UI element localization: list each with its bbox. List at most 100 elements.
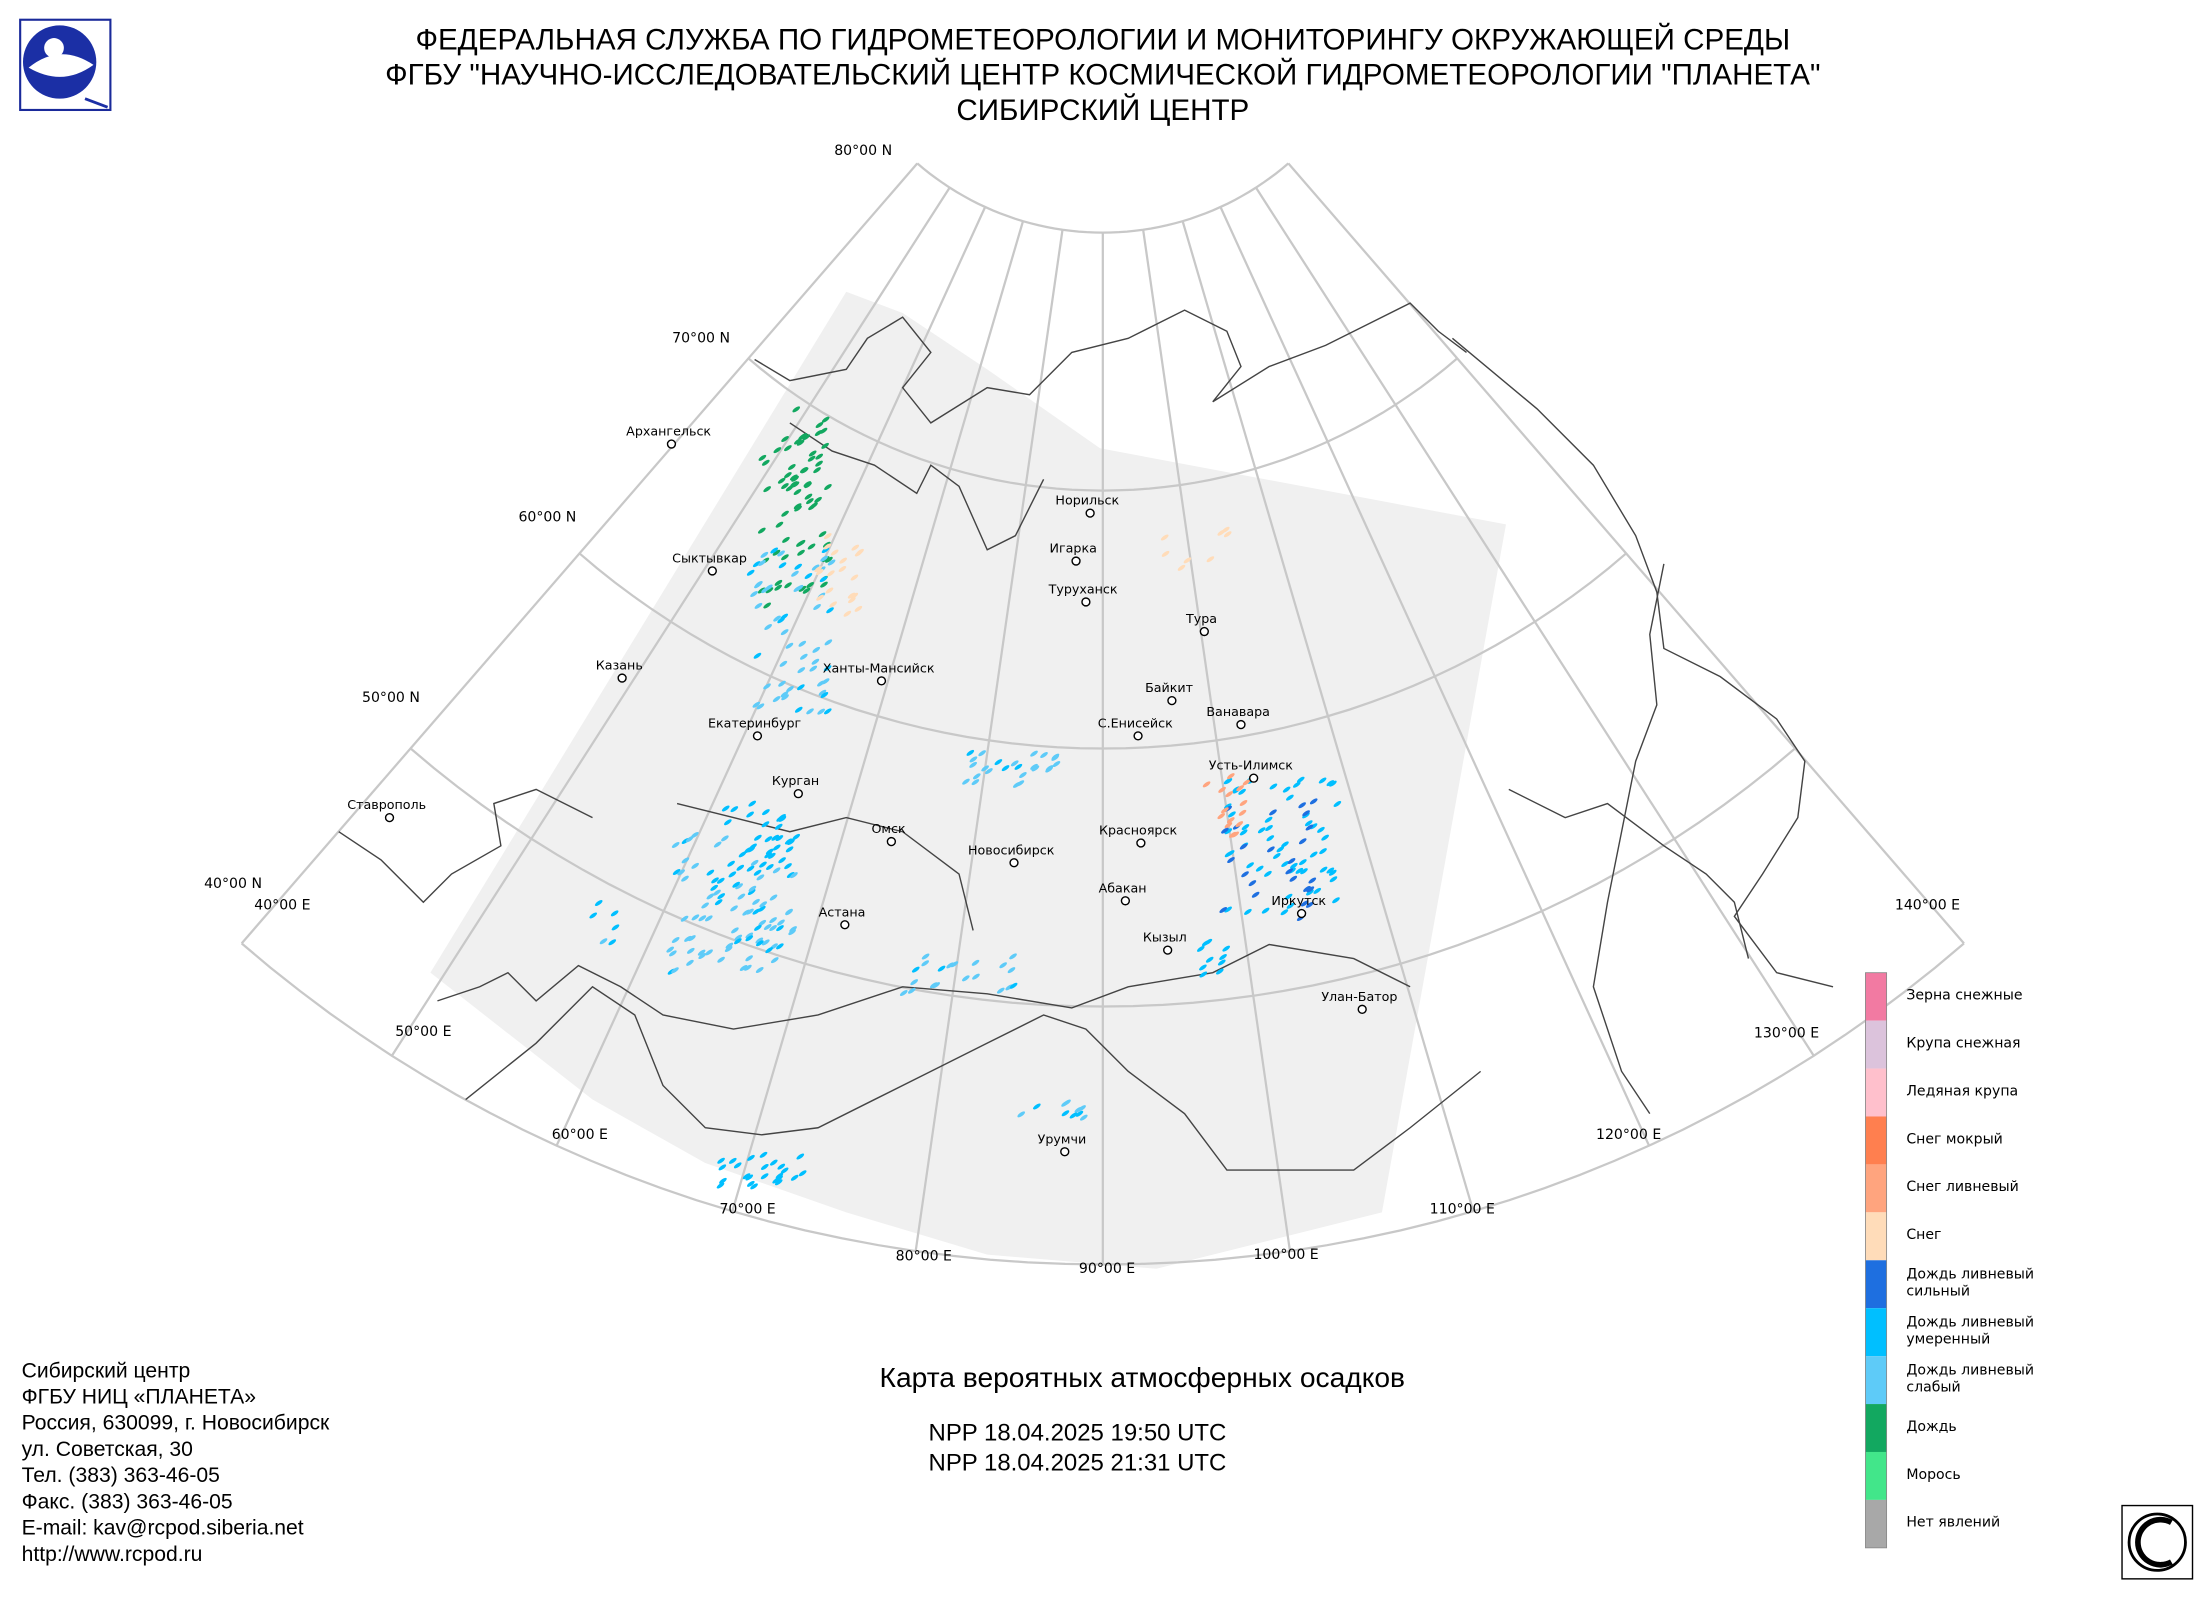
precip-cell	[774, 584, 783, 591]
precip-cell	[781, 554, 789, 561]
precip-cell	[789, 926, 797, 933]
precip-cell	[753, 652, 762, 659]
precip-cell	[784, 838, 793, 845]
satellite-pass: NPP 18.04.2025 19:50 UTC	[929, 1420, 1227, 1447]
precip-cell	[1282, 786, 1291, 793]
precip-cell	[772, 549, 781, 556]
precip-cell	[793, 503, 802, 510]
city-label: Красноярск	[1099, 823, 1177, 838]
precip-cell	[1228, 811, 1236, 818]
legend-swatch	[1865, 1356, 1887, 1405]
precip-cell	[787, 839, 795, 846]
precip-cell	[785, 846, 794, 853]
precip-cell	[798, 640, 807, 647]
city-marker	[1133, 731, 1143, 741]
precip-cell	[734, 938, 742, 945]
precip-cell	[937, 965, 946, 972]
precip-cell	[1040, 752, 1048, 759]
precip-cell	[754, 834, 762, 841]
precip-cell	[994, 759, 1003, 766]
city-marker	[1167, 695, 1177, 706]
precip-cell	[769, 925, 777, 931]
precip-cell	[815, 460, 823, 467]
precip-cell	[816, 594, 824, 601]
precip-cell	[1217, 529, 1226, 536]
precip-cell	[802, 587, 811, 594]
longitude-label: 50°00 E	[395, 1024, 451, 1040]
precip-cell	[794, 438, 802, 445]
precip-cell	[825, 556, 833, 563]
precip-cell	[962, 778, 970, 785]
precip-cell	[742, 1173, 751, 1180]
precip-cell	[611, 924, 620, 931]
precip-cell	[1261, 907, 1270, 914]
precip-cell	[910, 979, 919, 986]
map-title: Карта вероятных атмосферных осадков	[880, 1361, 1405, 1393]
precip-cell	[969, 761, 977, 768]
precip-cell	[815, 422, 824, 429]
precip-cell	[795, 584, 804, 591]
precip-cell	[811, 564, 820, 571]
precip-cell	[1217, 813, 1226, 820]
legend-label: Нет явлений	[1906, 1515, 2000, 1531]
precip-cell	[752, 898, 760, 905]
precip-cell	[680, 915, 689, 922]
legend: Зерна снежные Крупа снежная Ледяная крупа С…	[1865, 972, 2034, 1549]
precip-cell	[752, 561, 761, 568]
precip-cell	[1001, 765, 1010, 772]
header-line: ФЕДЕРАЛЬНАЯ СЛУЖБА ПО ГИДРОМЕТЕОРОЛОГИИ …	[415, 22, 1790, 56]
precip-cell	[710, 884, 719, 891]
precip-cell	[1241, 824, 1250, 831]
precip-cell	[1328, 869, 1337, 876]
longitude-label: 120°00 E	[1596, 1127, 1661, 1143]
precip-cell	[1225, 791, 1234, 798]
precip-cell	[1333, 800, 1342, 807]
legend-label: Дождь ливневый	[1906, 1267, 2034, 1283]
legend-label: Дождь ливневый	[1906, 1362, 2034, 1378]
precip-cell	[721, 835, 729, 842]
latitude-label: 60°00 N	[518, 510, 576, 526]
precip-cell	[777, 1163, 786, 1170]
precip-cell	[784, 472, 792, 479]
precip-cell	[813, 604, 821, 611]
precip-cell	[803, 481, 812, 488]
longitude-label: 90°00 E	[1079, 1261, 1135, 1277]
precip-cell	[1161, 550, 1170, 557]
precip-cell	[921, 960, 930, 967]
meridian	[1287, 162, 1965, 945]
precip-cell	[589, 912, 598, 919]
precip-cell	[754, 582, 762, 589]
precip-cell	[681, 875, 689, 882]
legend-label: Крупа снежная	[1906, 1035, 2020, 1051]
precip-cell	[778, 562, 787, 569]
precip-cell	[681, 857, 690, 864]
precip-cell	[797, 539, 806, 546]
precip-cell	[798, 585, 807, 592]
precip-cell	[733, 1162, 742, 1169]
precip-cell	[1287, 858, 1296, 865]
precip-cell	[1313, 887, 1322, 894]
precip-cell	[1226, 817, 1235, 824]
precip-cell	[1321, 834, 1329, 841]
meridian	[240, 162, 919, 945]
city-label: С.Енисейск	[1098, 715, 1173, 730]
precip-cell	[809, 665, 818, 672]
precip-cell	[761, 939, 770, 946]
precip-cell	[731, 927, 739, 934]
precip-cell	[794, 706, 803, 713]
precip-cell	[739, 965, 748, 972]
precip-cell	[608, 939, 617, 946]
precip-cell	[1215, 968, 1224, 975]
precip-cell	[819, 576, 828, 583]
precip-cell	[1030, 763, 1038, 770]
city-label: Норильск	[1055, 493, 1119, 508]
precip-cell	[774, 1179, 783, 1186]
precip-cell	[1007, 967, 1016, 974]
precip-cell	[1078, 1105, 1086, 1112]
precip-cell	[1218, 786, 1226, 793]
precip-cell	[946, 962, 954, 969]
precip-cell	[1199, 964, 1207, 971]
legend-swatch	[1865, 1451, 1887, 1500]
city-label: Астана	[819, 904, 866, 919]
city-label: Урумчи	[1038, 1131, 1087, 1146]
